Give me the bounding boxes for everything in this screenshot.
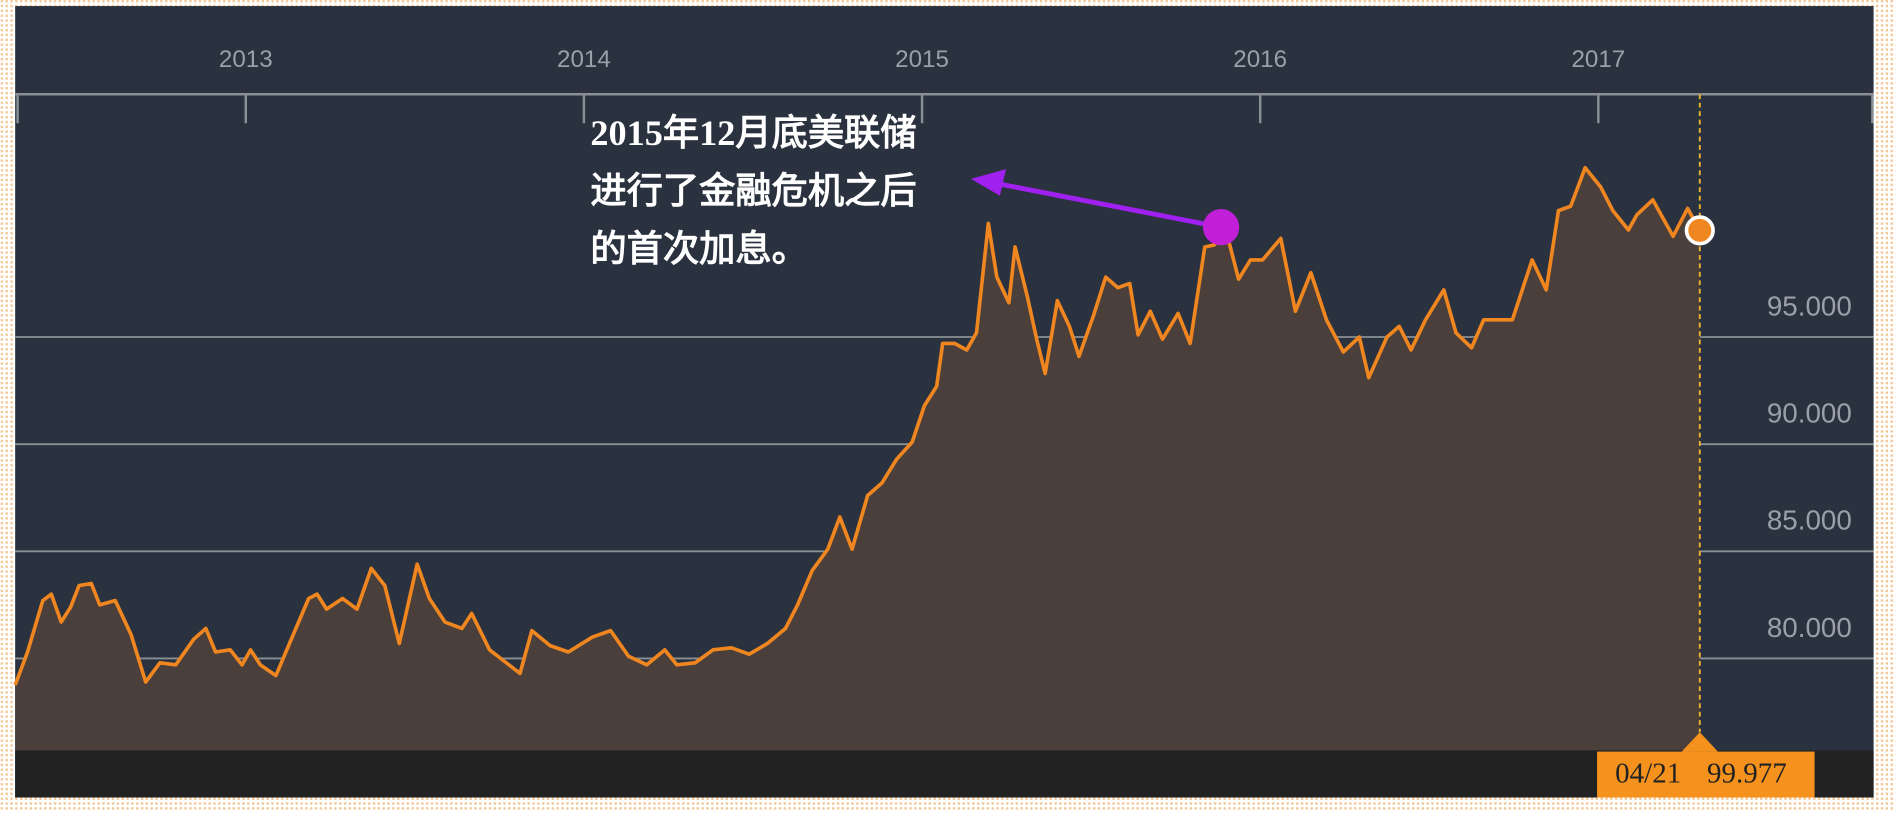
area xyxy=(15,167,1700,751)
x-tick-label: 2017 xyxy=(1571,46,1625,73)
x-tick-label: 2013 xyxy=(219,46,273,73)
bottom-bar xyxy=(15,750,1874,798)
y-tick-label: 90.000 xyxy=(1767,398,1852,429)
x-tick-label: 2014 xyxy=(557,46,611,73)
last-point xyxy=(1684,215,1715,246)
annotation-dot xyxy=(1202,209,1240,246)
x-tick-label: 2016 xyxy=(1233,46,1287,73)
y-tick-label: 80.000 xyxy=(1767,612,1852,643)
annotation-text: 的首次加息。 xyxy=(590,229,808,269)
x-tick-label: 2015 xyxy=(895,46,949,73)
tooltip xyxy=(1597,751,1815,798)
annotation-text: 进行了金融危机之后 xyxy=(590,170,916,211)
annotation-arrow xyxy=(997,181,1216,229)
plot: 80.000 85.000 90.000 95.000 xyxy=(13,165,1874,751)
y-tick-label: 95.000 xyxy=(1767,290,1852,321)
overlay: 2013 2014 2015 2016 2017 04/21 99.977 2015年12月底… xyxy=(15,46,1874,798)
annotation-text: 2015年12月底美联储 xyxy=(590,113,916,153)
tooltip-date: 04/21 xyxy=(1615,757,1681,789)
line xyxy=(13,165,1702,686)
tooltip-value: 99.977 xyxy=(1707,757,1787,789)
annotation-arrowhead xyxy=(970,169,1006,196)
tooltip-pointer xyxy=(1681,732,1718,752)
y-tick-label: 85.000 xyxy=(1767,505,1852,536)
